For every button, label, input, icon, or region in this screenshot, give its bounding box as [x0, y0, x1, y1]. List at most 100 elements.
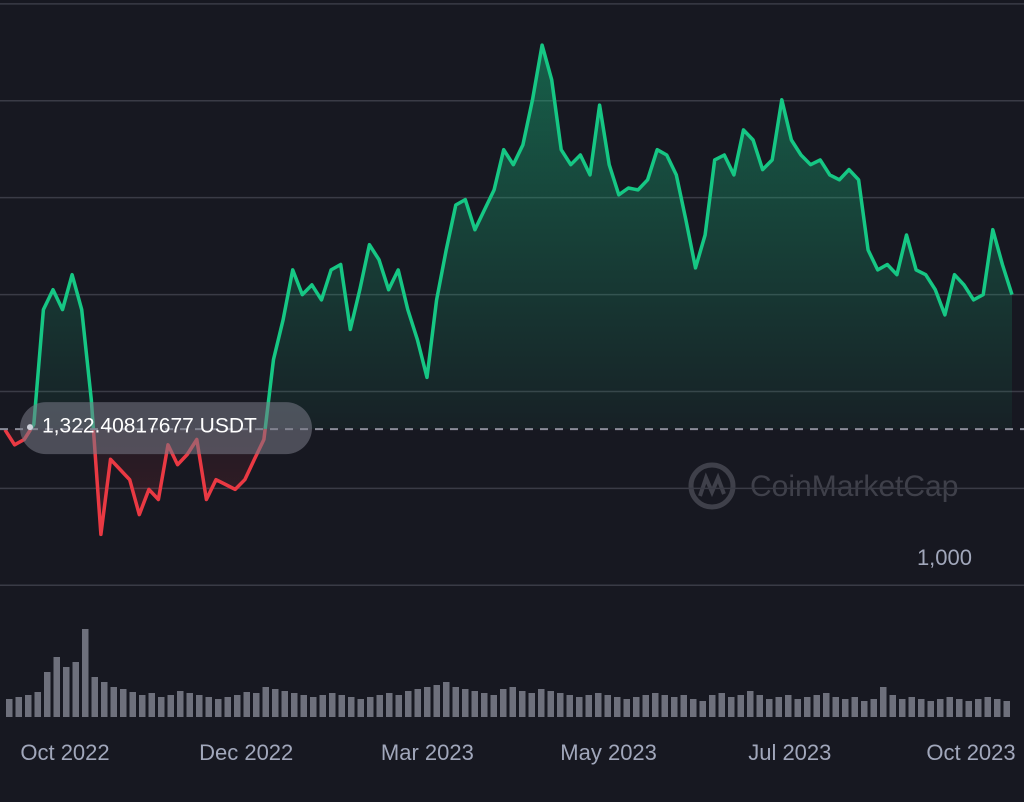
volume-bar	[424, 687, 431, 717]
reference-dot	[27, 424, 33, 431]
volume-bar	[766, 699, 773, 717]
volume-bar	[756, 695, 763, 717]
volume-bar	[452, 687, 459, 717]
volume-bar	[15, 697, 22, 717]
volume-bar	[215, 699, 222, 717]
volume-bar	[1003, 701, 1010, 717]
volume-bar	[557, 693, 564, 717]
volume-bar	[63, 667, 70, 717]
volume-bar	[319, 695, 326, 717]
volume-bar	[994, 699, 1001, 717]
volume-bar	[889, 695, 896, 717]
volume-bar	[300, 695, 307, 717]
volume-bar	[794, 699, 801, 717]
volume-bar	[357, 699, 364, 717]
x-tick-label: Oct 2023	[926, 740, 1015, 765]
volume-bar	[53, 657, 60, 717]
volume-bar	[661, 695, 668, 717]
volume-bar	[148, 693, 155, 717]
volume-bar	[395, 695, 402, 717]
volume-bar	[167, 695, 174, 717]
volume-bar	[832, 697, 839, 717]
y-tick-label: 1,000	[917, 545, 972, 570]
reference-label: 1,322.40817677 USDT	[42, 415, 257, 438]
volume-bar	[576, 697, 583, 717]
volume-bar	[747, 691, 754, 717]
volume-bar	[861, 701, 868, 717]
volume-bar	[851, 697, 858, 717]
volume-bar	[804, 697, 811, 717]
volume-bar	[44, 672, 51, 717]
volume-bar	[196, 695, 203, 717]
volume-bar	[728, 697, 735, 717]
volume-bar	[956, 699, 963, 717]
volume-bar	[433, 685, 440, 717]
volume-bar	[785, 695, 792, 717]
volume-bar	[224, 697, 231, 717]
volume-bar	[34, 692, 41, 717]
volume-bar	[975, 699, 982, 717]
volume-bar	[671, 697, 678, 717]
volume-bar	[72, 662, 79, 717]
volume-bar	[908, 697, 915, 717]
volume-bar	[281, 691, 288, 717]
volume-bar	[414, 689, 421, 717]
volume-bar	[690, 699, 697, 717]
volume-bar	[186, 693, 193, 717]
x-tick-label: Mar 2023	[381, 740, 474, 765]
volume-bar	[899, 699, 906, 717]
volume-bar	[642, 695, 649, 717]
volume-bar	[234, 695, 241, 717]
volume-bar	[367, 697, 374, 717]
watermark: CoinMarketCap	[688, 462, 958, 510]
volume-bar	[177, 691, 184, 717]
x-tick-label: May 2023	[560, 740, 657, 765]
volume-bar	[595, 693, 602, 717]
volume-bar	[443, 682, 450, 717]
volume-bar	[376, 695, 383, 717]
volume-bar	[614, 697, 621, 717]
volume-bar	[633, 697, 640, 717]
volume-bar	[272, 689, 279, 717]
volume-bar	[870, 699, 877, 717]
volume-bar	[481, 693, 488, 717]
volume-bar	[405, 691, 412, 717]
x-tick-label: Oct 2022	[20, 740, 109, 765]
volume-bar	[699, 701, 706, 717]
volume-bar	[291, 693, 298, 717]
volume-bar	[25, 695, 32, 717]
volume-bar	[490, 695, 497, 717]
volume-bar	[310, 697, 317, 717]
volume-bar	[652, 693, 659, 717]
volume-bar	[500, 689, 507, 717]
volume-bar	[91, 677, 98, 717]
x-tick-label: Dec 2022	[199, 740, 293, 765]
volume-bar	[243, 692, 250, 717]
volume-bar	[946, 697, 953, 717]
price-area	[5, 45, 1012, 535]
volume-bar	[253, 693, 260, 717]
x-tick-label: Jul 2023	[748, 740, 831, 765]
volume-bar	[775, 697, 782, 717]
volume-bar	[120, 689, 127, 717]
volume-bar	[937, 699, 944, 717]
volume-bar	[984, 697, 991, 717]
volume-bar	[6, 699, 13, 717]
volume-bar	[709, 695, 716, 717]
volume-bar	[538, 689, 545, 717]
volume-bar	[519, 691, 526, 717]
volume-bar	[585, 695, 592, 717]
volume-bar	[823, 693, 830, 717]
volume-bar	[547, 691, 554, 717]
volume-bar	[205, 697, 212, 717]
volume-bar	[262, 687, 269, 717]
volume-bar	[158, 697, 165, 717]
volume-bar	[101, 682, 108, 717]
volume-bar	[386, 693, 393, 717]
volume-bar	[129, 692, 136, 717]
volume-bar	[927, 701, 934, 717]
volume-bar	[329, 693, 336, 717]
volume-bar	[918, 699, 925, 717]
